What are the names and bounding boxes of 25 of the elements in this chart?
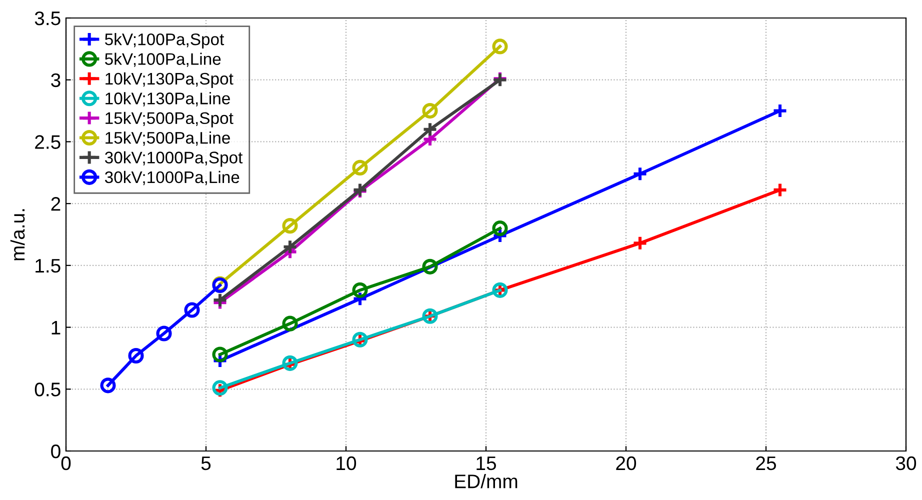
x-tick-label: 15 (476, 456, 496, 470)
legend-label: 5kV;100Pa,Spot (105, 33, 224, 49)
y-tick-label: 3 (51, 73, 60, 88)
x-tick-label: 0 (61, 456, 71, 470)
x-tick-label: 5 (201, 456, 211, 470)
legend-label: 10kV;130Pa,Spot (106, 72, 234, 88)
legend-label: 10kV;130Pa,Line (106, 92, 230, 106)
x-tick-label: 10 (336, 456, 356, 470)
legend-label: 30kV;1000Pa,Spot (104, 151, 243, 167)
y-tick-label: 3.5 (34, 11, 60, 26)
x-axis-title: ED/mm (455, 474, 518, 488)
x-tick-label: 30 (896, 456, 916, 470)
y-tick-label: 2 (51, 197, 60, 211)
legend-label: 30kV;1000Pa,Line (104, 170, 240, 186)
x-tick-label: 25 (756, 456, 776, 470)
legend-label: 15kV;500Pa,Line (106, 132, 230, 146)
legend-label: 5kV;100Pa,Line (105, 52, 221, 67)
y-tick-label: 0 (51, 444, 60, 458)
y-axis-title: m/a.u. (10, 209, 25, 260)
legend-label: 15kV;500Pa,Spot (106, 112, 234, 128)
x-tick-label: 20 (616, 456, 636, 470)
y-tick-label: 0.5 (34, 382, 60, 396)
y-tick-label: 1.5 (36, 259, 60, 273)
y-tick-label: 2.5 (35, 135, 60, 149)
y-tick-label: 1 (52, 320, 60, 334)
